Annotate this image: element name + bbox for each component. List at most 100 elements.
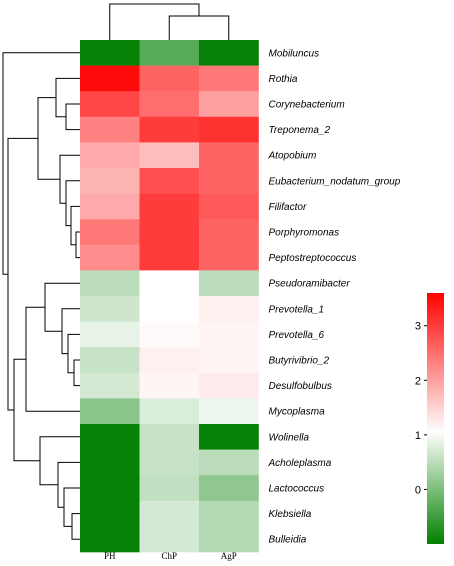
row-label: Treponema_2 xyxy=(269,125,331,136)
heatmap-cell xyxy=(139,372,200,399)
row-label: Acholeplasma xyxy=(268,458,332,469)
heatmap-cell xyxy=(80,219,140,246)
row-label: Desulfobulbus xyxy=(269,381,332,392)
dendrogram-branch xyxy=(57,461,80,508)
heatmap-cell xyxy=(199,65,259,92)
heatmap-cell xyxy=(199,142,259,169)
heatmap-cell xyxy=(199,270,259,297)
row-label: Klebsiella xyxy=(269,509,312,520)
heatmap-cell xyxy=(80,449,140,476)
column-label: PH xyxy=(104,551,116,561)
colorbar-tick-label: 2 xyxy=(415,375,421,387)
heatmap-cell xyxy=(80,372,140,399)
dendrogram-branch xyxy=(37,97,60,180)
row-label: Rothia xyxy=(269,74,298,85)
column-label: ChP xyxy=(161,551,177,561)
dendrogram-branch xyxy=(25,306,80,412)
row-label: Eubacterium_nodatum_group xyxy=(269,176,401,187)
heatmap-cell xyxy=(199,244,259,271)
heatmap-cell xyxy=(199,449,259,476)
heatmap-cell xyxy=(139,424,200,450)
heatmap-cell xyxy=(199,219,259,246)
row-label: Prevotella_1 xyxy=(269,304,325,315)
heatmap-cell xyxy=(80,296,140,322)
heatmap-cell xyxy=(199,526,259,553)
dendrogram-branch xyxy=(59,154,80,204)
heatmap-cell xyxy=(199,91,259,118)
heatmap-cells xyxy=(80,40,259,553)
heatmap-cell xyxy=(139,270,200,297)
heatmap-cell xyxy=(199,475,259,502)
heatmap-cell xyxy=(139,91,200,118)
heatmap-cell xyxy=(139,116,200,143)
column-labels: PH ChP AgP xyxy=(104,551,237,561)
row-label: Corynebacterium xyxy=(269,100,345,111)
heatmap-cell xyxy=(199,193,259,220)
color-legend: 0 1 2 3 xyxy=(415,293,444,544)
heatmap-cell xyxy=(139,193,200,220)
row-label: Wolinella xyxy=(269,432,310,443)
heatmap-cell xyxy=(80,193,140,220)
dendrogram-branch xyxy=(71,513,80,540)
row-label: Porphyromonas xyxy=(269,228,340,239)
heatmap-cell xyxy=(80,500,140,527)
heatmap-cell xyxy=(139,321,200,348)
heatmap-cell xyxy=(80,142,140,169)
heatmap-cell xyxy=(80,244,140,271)
heatmap-cell xyxy=(80,168,140,194)
dendrogram-branch xyxy=(109,3,200,40)
heatmap-cell xyxy=(199,372,259,399)
heatmap-cell xyxy=(199,321,259,348)
column-dendrogram xyxy=(109,3,230,40)
heatmap-cell xyxy=(139,40,200,66)
column-label: AgP xyxy=(221,551,237,561)
heatmap-cell xyxy=(199,168,259,194)
heatmap-cell xyxy=(80,347,140,374)
heatmap-cell xyxy=(139,142,200,169)
dendrogram-branch xyxy=(168,15,230,40)
row-labels: Mobiluncus Rothia Corynebacterium Treponema… xyxy=(268,48,401,545)
heatmap-cell xyxy=(139,347,200,374)
dendrogram-branch xyxy=(39,436,80,486)
row-label: Bulleidia xyxy=(269,535,307,546)
heatmap-cell xyxy=(80,65,140,92)
dendrogram-branch xyxy=(2,52,80,275)
heatmap-cell xyxy=(139,219,200,246)
heatmap-cell xyxy=(139,526,200,553)
heatmap-cell xyxy=(139,500,200,527)
dendrogram-branch xyxy=(65,103,80,131)
heatmap-cell xyxy=(139,65,200,92)
heatmap-cell xyxy=(139,244,200,271)
dendrogram-branch xyxy=(13,358,40,462)
heatmap-cell xyxy=(80,116,140,143)
heatmap-cell xyxy=(80,526,140,553)
heatmap-cell xyxy=(139,475,200,502)
heatmap-cell xyxy=(199,116,259,143)
dendrogram-branch xyxy=(65,180,80,227)
dendrogram-branch xyxy=(55,77,80,118)
heatmap-cell xyxy=(199,424,259,450)
row-label: Atopobium xyxy=(268,151,317,162)
heatmap-cell xyxy=(80,398,140,425)
row-label: Filifactor xyxy=(269,202,307,213)
colorbar-tick-label: 0 xyxy=(415,484,421,496)
heatmap-cell xyxy=(139,296,200,322)
heatmap-cell xyxy=(199,296,259,322)
row-label: Lactococcus xyxy=(269,484,325,495)
heatmap-cell xyxy=(80,475,140,502)
row-label: Pseudoramibacter xyxy=(269,279,351,290)
dendrogram-branch xyxy=(75,231,80,259)
heatmap-cell xyxy=(80,424,140,450)
heatmap-cell xyxy=(80,321,140,348)
row-label: Peptostreptococcus xyxy=(269,253,357,264)
heatmap-cell xyxy=(80,40,140,66)
row-dendrogram xyxy=(2,52,80,540)
row-label: Prevotella_6 xyxy=(269,330,325,341)
heatmap-cell xyxy=(199,398,259,425)
heatmap-cell xyxy=(199,40,259,66)
heatmap-cell xyxy=(139,398,200,425)
row-label: Butyrivibrio_2 xyxy=(269,356,330,367)
row-label: Mobiluncus xyxy=(269,48,320,59)
dendrogram-branch xyxy=(7,137,38,411)
